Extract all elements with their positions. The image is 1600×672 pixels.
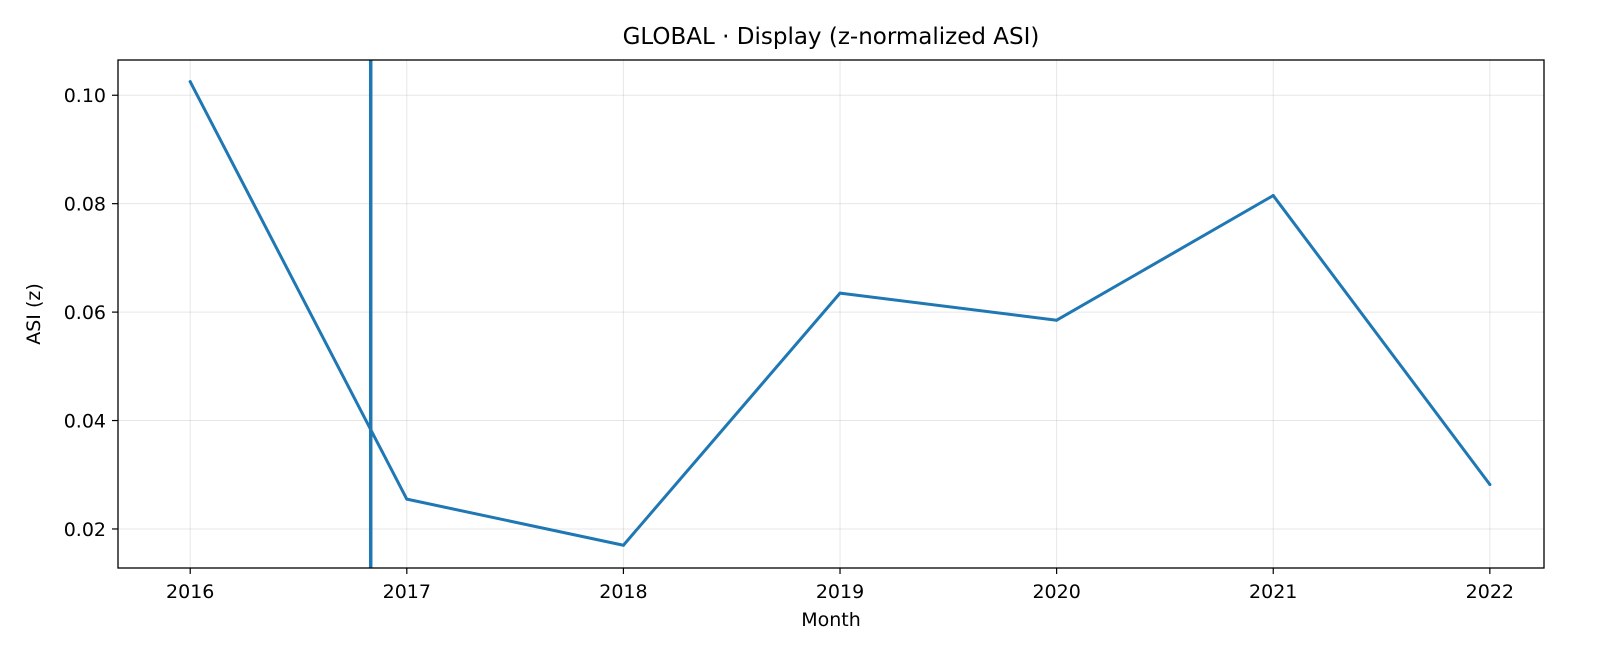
chart-title: GLOBAL · Display (z-normalized ASI): [623, 24, 1040, 50]
x-axis-label: Month: [801, 609, 861, 631]
data-point: [1488, 483, 1492, 487]
y-tick-label: 0.10: [64, 85, 106, 107]
y-tick-label: 0.08: [64, 194, 106, 216]
x-axis: 2016 2017 2018 2019 2020 2021 2022: [166, 568, 1514, 603]
y-axis: 0.02 0.04 0.06 0.08 0.10: [64, 85, 118, 541]
x-tick-label: 2019: [816, 581, 864, 603]
data-point: [621, 543, 625, 547]
x-tick-label: 2020: [1032, 581, 1080, 603]
data-point: [1271, 194, 1275, 198]
x-tick-label: 2021: [1249, 581, 1297, 603]
data-point: [405, 497, 409, 501]
data-point: [188, 80, 192, 84]
y-tick-label: 0.04: [64, 411, 106, 433]
plot-frame: [117, 59, 1545, 569]
y-tick-label: 0.02: [64, 519, 106, 541]
y-axis-label: ASI (z): [23, 283, 45, 345]
grid: [118, 60, 1544, 568]
y-tick-label: 0.06: [64, 302, 106, 324]
data-point: [1055, 318, 1059, 322]
data-point: [838, 291, 842, 295]
plot-area: [188, 60, 1492, 568]
x-tick-label: 2017: [383, 581, 431, 603]
x-tick-label: 2016: [166, 581, 214, 603]
x-tick-label: 2018: [599, 581, 647, 603]
x-tick-label: 2022: [1466, 581, 1514, 603]
